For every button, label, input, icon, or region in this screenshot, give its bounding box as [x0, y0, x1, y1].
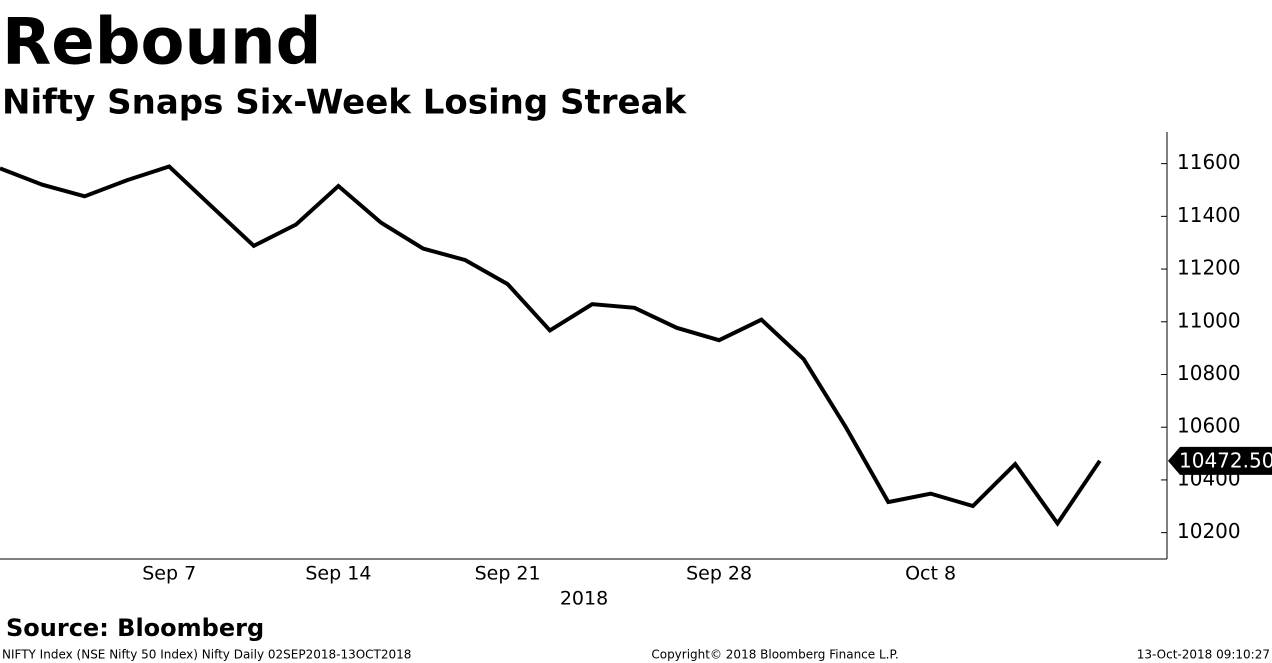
- chart-title: Rebound: [2, 6, 321, 80]
- y-tick-label: 11400: [1177, 203, 1241, 227]
- line: [0, 164, 1102, 527]
- source: Source: Bloomberg: [6, 614, 264, 642]
- footer-center: Copyright© 2018 Bloomberg Finance L.P.: [651, 648, 898, 662]
- chart-subtitle: Nifty Snaps Six-Week Losing Streak: [2, 83, 688, 123]
- x-axis-label: 2018: [560, 588, 608, 610]
- footer-left: NIFTY Index (NSE Nifty 50 Index) Nifty D…: [2, 648, 411, 662]
- x-tick-label: Sep 28: [686, 563, 752, 585]
- y-tick-label: 11000: [1177, 308, 1241, 332]
- y-tick-label: 10200: [1177, 519, 1241, 543]
- footer-right: 13-Oct-2018 09:10:27: [1137, 648, 1270, 662]
- last-value-tag: [1168, 446, 1272, 475]
- y-tick-label: 11600: [1177, 150, 1241, 174]
- y-tick-label: 10600: [1177, 414, 1241, 438]
- y-tick-label: 11200: [1177, 256, 1241, 280]
- x-tick-label: Sep 7: [142, 563, 196, 585]
- x-tick-label: Sep 14: [305, 563, 371, 585]
- x-tick-label: Oct 8: [905, 563, 956, 585]
- last-value-label: 10472.50: [1179, 448, 1272, 472]
- y-tick-label: 10800: [1177, 361, 1241, 385]
- x-tick-label: Sep 21: [475, 563, 541, 585]
